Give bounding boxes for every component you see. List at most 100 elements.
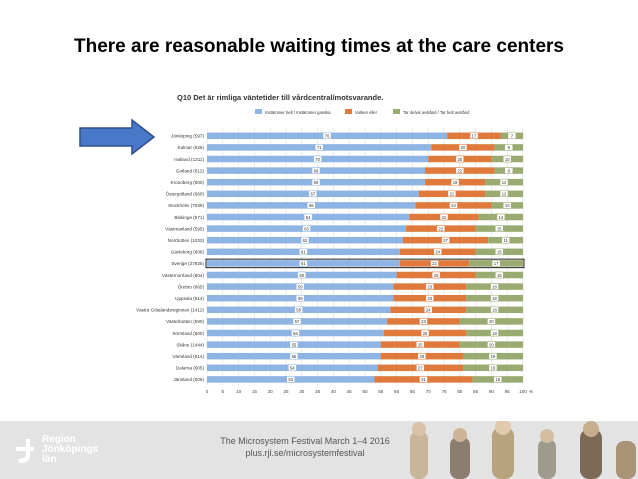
data-label: 66 (309, 203, 314, 208)
category-label: Västerbotten (590) (166, 319, 205, 324)
data-label-box (288, 364, 297, 372)
data-label: 11 (503, 238, 508, 243)
chart-legend: Instämmer helt / Instämmer ganska Varken … (255, 109, 470, 115)
data-label-box (419, 318, 428, 325)
data-label: 64 (306, 215, 311, 220)
data-label: 19 (453, 180, 458, 185)
legend-swatch-1 (255, 109, 262, 114)
data-label-box (487, 341, 496, 348)
data-label-box (416, 364, 425, 372)
stacked-bar-chart: Q10 Det är rimliga väntetider till vårdc… (136, 93, 533, 394)
category-label: Örebro (665) (178, 283, 205, 289)
data-label-box (504, 167, 514, 174)
data-label: 54 (290, 366, 295, 371)
data-label-box (449, 202, 458, 209)
chart-bars: 76 17 7 71 20 9 70 20 10 69 22 9 69 19 12 67 21 12 66 24 10 6… (205, 132, 525, 383)
data-label-box (291, 329, 300, 337)
data-label: 24 (451, 203, 456, 208)
data-label-box (507, 132, 517, 140)
region-logo-icon (16, 439, 34, 464)
data-label-box (420, 329, 430, 337)
data-label-box (299, 248, 308, 256)
x-tick-label: 75 (441, 389, 447, 394)
category-label: Dalarna (605) (176, 366, 205, 371)
data-label: 19 (491, 366, 496, 371)
legend-swatch-2 (345, 109, 352, 114)
region-logo: Region Jönköpings län (14, 435, 124, 467)
data-label-box (488, 364, 498, 372)
data-label: 9 (508, 145, 511, 150)
category-label: Sverige (27936) (171, 261, 204, 266)
data-label: 67 (311, 192, 316, 197)
data-label-box (441, 236, 450, 244)
x-unit-label: % (529, 389, 533, 394)
x-tick-label: 70 (426, 389, 432, 394)
x-tick-label: 10 (236, 389, 242, 394)
data-label: 55 (292, 354, 297, 359)
data-label: 15 (497, 250, 502, 255)
data-label: 18 (492, 296, 497, 301)
data-label: 53 (288, 377, 293, 382)
data-label-box (431, 271, 441, 279)
data-label: 20 (489, 342, 494, 347)
data-label-box (314, 144, 324, 151)
data-label-box (307, 202, 316, 209)
data-label: 23 (427, 284, 432, 289)
data-label: 25 (418, 342, 423, 347)
data-label-box (303, 213, 313, 221)
data-label-box (425, 294, 435, 302)
data-label-box (501, 236, 510, 244)
data-label: 26 (423, 331, 428, 336)
category-label: Blekinge (571) (174, 215, 204, 220)
data-label: 71 (317, 145, 322, 150)
data-label: 55 (292, 342, 297, 347)
data-label-box (496, 213, 506, 221)
data-label-box (495, 225, 504, 232)
data-label: 12 (502, 192, 507, 197)
data-label: 56 (293, 331, 298, 336)
data-label-box (416, 341, 425, 348)
x-axis: 0 5 10 15 20 25 30 35 40 45 50 55 60 65 70 75 80 85 90 95 10… (206, 389, 533, 394)
x-tick-label: 15 (252, 389, 258, 394)
data-label: 22 (439, 226, 444, 231)
footer-line-1: The Microsystem Festival March 1–4 2016 (220, 436, 390, 446)
data-label-box (311, 167, 321, 174)
data-label: 18 (492, 284, 497, 289)
data-label-box (295, 283, 305, 290)
category-labels: Jönköping (597) Kalmar (626) Halland (1311… (136, 134, 204, 383)
data-label-box (313, 155, 322, 163)
data-label: 18 (492, 308, 497, 313)
data-label: 17 (472, 134, 477, 139)
data-label: 19 (491, 354, 496, 359)
category-label: Sörmland (600) (172, 331, 204, 336)
x-tick-label: 100 (519, 389, 527, 394)
category-label: Västra Götalandsregionen (1412) (136, 308, 204, 313)
data-label: 27 (418, 366, 423, 371)
data-label-box (423, 306, 433, 314)
x-tick-label: 0 (206, 389, 209, 394)
data-label-box (425, 283, 435, 290)
x-tick-label: 95 (505, 389, 511, 394)
data-label-box (488, 352, 498, 360)
data-label-box (439, 213, 449, 221)
x-tick-label: 50 (362, 389, 368, 394)
highlight-outline (205, 258, 525, 269)
data-label-box (504, 144, 514, 151)
data-label-box (499, 190, 509, 198)
data-label-box (491, 260, 501, 267)
category-label: Gotland (612) (176, 168, 205, 173)
data-label-box (433, 248, 442, 256)
data-label: 27 (443, 238, 448, 243)
data-label: 63 (304, 226, 309, 231)
data-label: 26 (420, 354, 425, 359)
data-label-box (430, 260, 439, 267)
data-label: 61 (301, 250, 306, 255)
legend-swatch-3 (393, 109, 400, 114)
category-label: Västmanland (595) (165, 226, 204, 231)
data-label: 12 (502, 180, 507, 185)
category-label: Kronoberg (600) (171, 180, 205, 185)
data-label-box (295, 294, 305, 302)
category-label: Västernorrland (604) (162, 273, 205, 278)
category-label: Skåne (1444) (176, 341, 204, 347)
data-label: 17 (494, 261, 499, 266)
